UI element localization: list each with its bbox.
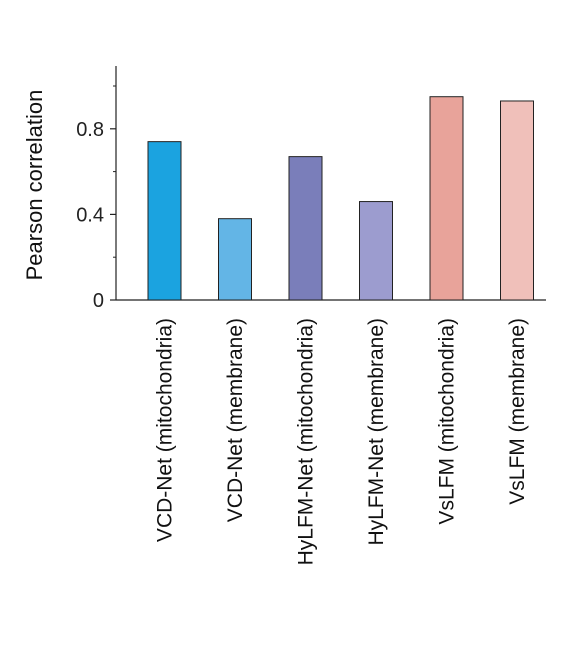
x-tick-label: VCD-Net (mitochondria) xyxy=(154,318,177,542)
y-tick-label: 0.8 xyxy=(76,119,104,141)
bar xyxy=(359,201,393,301)
axes: 0 0.4 0.8 xyxy=(76,66,546,312)
bar xyxy=(147,141,182,301)
x-tick-label: VCD-Net (membrane) xyxy=(224,318,247,522)
labels: VCD-Net (mitochondria) VCD-Net (membrane)… xyxy=(154,318,530,565)
bar xyxy=(500,100,534,301)
bar xyxy=(218,218,252,301)
y-axis-title: Pearson correlation xyxy=(22,90,47,281)
y-tick-label: 0.4 xyxy=(76,204,104,226)
x-tick-label: VsLFM (mitochondria) xyxy=(436,318,459,525)
x-tick-label: HyLFM-Net (mitochondria) xyxy=(295,318,318,565)
x-tick-label: HyLFM-Net (membrane) xyxy=(365,318,388,546)
bars xyxy=(147,96,534,301)
bar xyxy=(429,96,464,301)
x-tick-label: VsLFM (membrane) xyxy=(506,318,529,505)
y-tick-label: 0 xyxy=(93,290,104,312)
bar xyxy=(288,156,323,301)
